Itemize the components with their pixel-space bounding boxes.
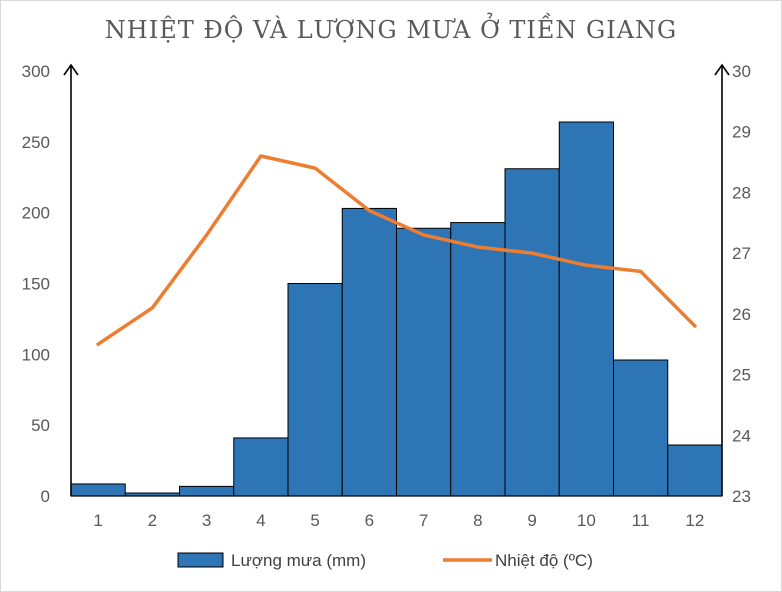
temperature-point-6 <box>367 209 371 213</box>
rainfall-bar-11 <box>613 359 669 497</box>
x-tick-label: 10 <box>577 511 596 530</box>
temperature-point-7 <box>422 233 426 237</box>
x-tick-label: 12 <box>685 511 704 530</box>
right-tick-label: 28 <box>732 183 751 202</box>
temperature-point-3 <box>205 233 209 237</box>
left-tick-label: 300 <box>22 62 50 81</box>
right-tick-label: 26 <box>732 305 751 324</box>
rainfall-bar-9 <box>504 168 560 497</box>
x-tick-label: 3 <box>202 511 211 530</box>
chart-title: NHIỆT ĐỘ VÀ LƯỢNG MƯA Ở TIỀN GIANG <box>105 12 677 44</box>
rainfall-bar-6 <box>341 207 397 497</box>
x-tick-label: 11 <box>632 511 650 530</box>
x-tick-label: 5 <box>310 511 319 530</box>
temperature-point-4 <box>259 154 263 158</box>
rainfall-bar-10 <box>558 121 614 497</box>
legend-label-rainfall: Lượng mưa (mm) <box>231 551 366 570</box>
right-axis-arrow <box>714 63 730 76</box>
temperature-point-9 <box>530 251 534 255</box>
temperature-point-10 <box>584 263 588 267</box>
left-tick-label: 0 <box>41 487 50 506</box>
temperature-point-1 <box>96 342 100 346</box>
right-tick-label: 29 <box>732 123 751 142</box>
legend: Lượng mưa (mm) Nhiệt độ (ºC) <box>177 551 593 570</box>
rainfall-bar-5 <box>287 283 343 497</box>
right-tick-label: 27 <box>732 244 751 263</box>
right-tick-label: 23 <box>732 487 751 506</box>
left-tick-label: 150 <box>22 275 50 294</box>
rainfall-bar-4 <box>233 437 289 497</box>
temperature-line-layer <box>96 154 697 346</box>
rainfall-bar-3 <box>179 485 235 497</box>
legend-label-temperature: Nhiệt độ (ºC) <box>495 551 593 570</box>
left-tick-label: 100 <box>22 345 50 364</box>
right-tick-label: 24 <box>732 426 751 445</box>
right-tick-label: 30 <box>732 62 751 81</box>
rainfall-bar-7 <box>396 227 452 497</box>
temperature-line <box>96 154 697 346</box>
rainfall-bars <box>70 121 723 497</box>
temperature-point-2 <box>150 306 154 310</box>
rainfall-bar-1 <box>70 483 126 497</box>
left-tick-label: 250 <box>22 133 50 152</box>
rainfall-bar-8 <box>450 222 506 497</box>
x-tick-label: 2 <box>148 511 157 530</box>
temperature-point-8 <box>476 245 480 249</box>
right-tick-label: 25 <box>732 366 751 385</box>
temperature-point-12 <box>693 324 697 328</box>
rainfall-bar-12 <box>667 444 723 497</box>
x-tick-label: 7 <box>419 511 428 530</box>
x-tick-label: 9 <box>527 511 536 530</box>
left-tick-label: 200 <box>22 204 50 223</box>
left-tick-label: 50 <box>31 416 50 435</box>
x-tick-label: 4 <box>256 511 265 530</box>
legend-swatch-rainfall <box>177 552 224 568</box>
temperature-point-11 <box>639 269 643 273</box>
left-axis-arrow <box>63 63 79 76</box>
x-tick-label: 6 <box>365 511 374 530</box>
x-tick-label: 8 <box>473 511 482 530</box>
temperature-point-5 <box>313 166 317 170</box>
axes <box>63 63 730 497</box>
x-tick-label: 1 <box>93 511 102 530</box>
